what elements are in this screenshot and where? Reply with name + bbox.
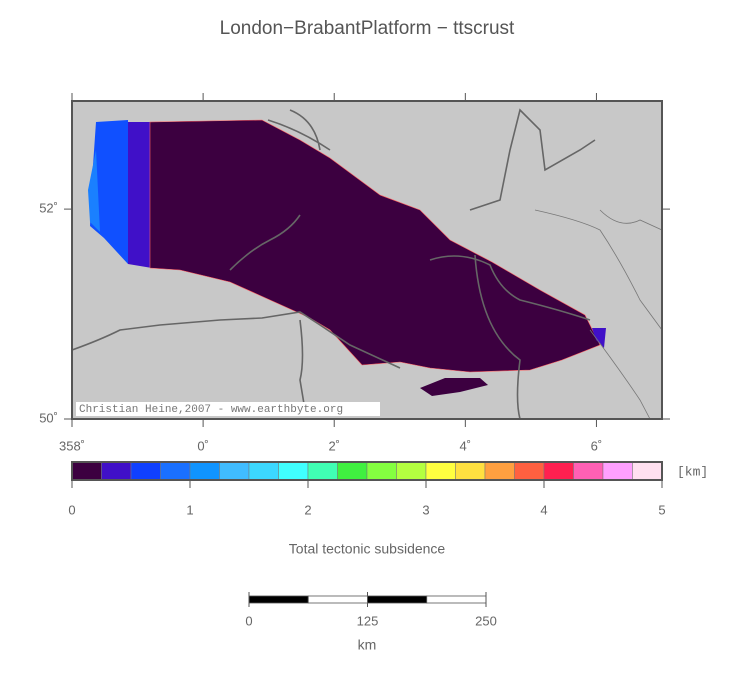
purple-patch bbox=[398, 351, 426, 360]
scalebar-segment bbox=[367, 595, 428, 604]
scalebar-tick-label: 250 bbox=[475, 613, 497, 628]
map-frame bbox=[71, 100, 663, 420]
scalebar-segment bbox=[248, 595, 309, 604]
color-swatch bbox=[337, 461, 368, 481]
color-swatch bbox=[219, 461, 250, 481]
credit-box bbox=[76, 402, 380, 416]
purple-island bbox=[420, 378, 488, 396]
borders bbox=[534, 209, 663, 420]
scalebar-segment bbox=[307, 595, 368, 604]
color-swatch bbox=[101, 461, 132, 481]
color-swatch bbox=[130, 461, 161, 481]
color-swatch bbox=[455, 461, 486, 481]
color-swatch bbox=[514, 461, 545, 481]
x-tick-label: 6˚ bbox=[591, 438, 603, 453]
color-swatch bbox=[484, 461, 515, 481]
colorbar-label: Total tectonic subsidence bbox=[289, 541, 446, 557]
coastline bbox=[289, 109, 321, 151]
color-swatch bbox=[189, 461, 220, 481]
color-swatch bbox=[543, 461, 574, 481]
color-swatch bbox=[396, 461, 427, 481]
colorbar-tick-label: 5 bbox=[658, 502, 665, 517]
coastline bbox=[267, 119, 331, 151]
colorbar-unit: [km] bbox=[677, 464, 708, 479]
coastlines bbox=[71, 108, 596, 420]
colorbar-tick-label: 0 bbox=[68, 502, 75, 517]
purple-zone bbox=[149, 119, 601, 373]
colorbar-tick-label: 3 bbox=[422, 502, 429, 517]
border bbox=[599, 209, 663, 231]
x-tick-label: 4˚ bbox=[460, 438, 472, 453]
scalebar-tick-label: 125 bbox=[357, 613, 379, 628]
colorbar-tick-label: 1 bbox=[186, 502, 193, 517]
color-swatch bbox=[632, 461, 663, 481]
indigo-zone bbox=[128, 122, 152, 268]
subsidence-grid bbox=[88, 119, 606, 396]
coastline bbox=[474, 254, 521, 420]
credit: Christian Heine,2007 - www.earthbyte.org bbox=[79, 404, 343, 416]
color-swatch bbox=[573, 461, 604, 481]
scalebar-tick-label: 0 bbox=[245, 613, 252, 628]
scalebar-unit: km bbox=[358, 637, 377, 653]
color-swatch bbox=[425, 461, 456, 481]
color-swatch bbox=[160, 461, 191, 481]
coastline bbox=[299, 319, 306, 411]
color-swatch bbox=[366, 461, 397, 481]
border bbox=[534, 209, 663, 331]
indigo-patch bbox=[592, 328, 606, 348]
y-tick-label: 50˚ bbox=[39, 410, 58, 425]
colorbar-tick-label: 4 bbox=[540, 502, 547, 517]
title: London−BrabantPlatform − ttscrust bbox=[220, 18, 515, 39]
border bbox=[589, 329, 651, 420]
estuary bbox=[229, 214, 301, 271]
colorbar-tick-label: 2 bbox=[304, 502, 311, 517]
colorbar-frame bbox=[71, 461, 663, 481]
coastline bbox=[71, 311, 401, 369]
coastline bbox=[429, 255, 591, 321]
scalebar-segment bbox=[426, 595, 487, 604]
color-swatch bbox=[71, 461, 102, 481]
color-swatch bbox=[278, 461, 309, 481]
color-swatch bbox=[602, 461, 633, 481]
light-blue-zone bbox=[88, 150, 100, 232]
y-tick-label: 52˚ bbox=[39, 201, 58, 216]
x-tick-label: 2˚ bbox=[328, 438, 340, 453]
color-swatch bbox=[248, 461, 279, 481]
color-swatch bbox=[307, 461, 338, 481]
x-tick-label: 358˚ bbox=[59, 438, 85, 453]
x-tick-label: 0˚ bbox=[197, 438, 209, 453]
coastline bbox=[469, 108, 596, 211]
